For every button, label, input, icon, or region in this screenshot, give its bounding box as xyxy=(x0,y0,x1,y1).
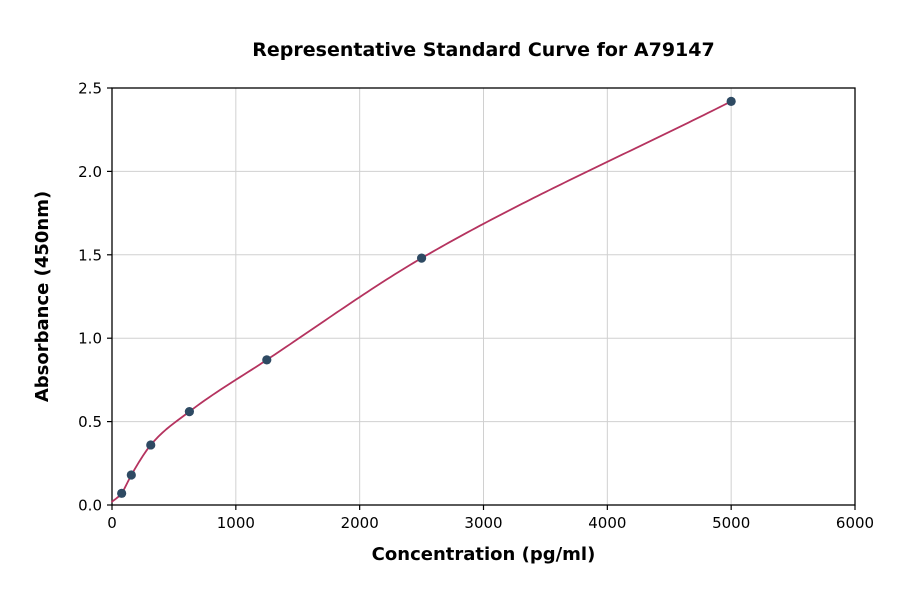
y-tick-label: 0.0 xyxy=(78,497,102,515)
x-axis-label: Concentration (pg/ml) xyxy=(372,544,596,565)
x-tick-label: 1000 xyxy=(217,514,255,532)
x-tick-label: 3000 xyxy=(464,514,502,532)
y-tick-label: 1.0 xyxy=(78,330,102,348)
grid-lines xyxy=(111,87,856,506)
x-tick-label: 2000 xyxy=(341,514,379,532)
tick-labels: 0 1000 2000 3000 4000 5000 6000 0.0 0.5 1.0 1.5 2.0… xyxy=(78,80,874,533)
y-tick-label: 2.5 xyxy=(78,80,102,98)
y-tick-label: 2.0 xyxy=(78,163,102,181)
chart-title: Representative Standard Curve for A79147 xyxy=(252,39,714,61)
axes xyxy=(107,87,856,510)
fitted-curve xyxy=(111,100,733,503)
data-point-marker xyxy=(117,488,127,498)
y-axis-label: Absorbance (450nm) xyxy=(32,191,53,402)
data-point-marker xyxy=(126,470,136,480)
data-point-marker xyxy=(262,355,272,365)
x-tick-label: 4000 xyxy=(588,514,626,532)
data-point-marker xyxy=(416,253,427,263)
data-point-marker xyxy=(146,440,156,450)
x-tick-label: 6000 xyxy=(836,514,874,532)
y-tick-label: 0.5 xyxy=(78,413,102,431)
data-point-marker xyxy=(726,96,736,106)
data-points xyxy=(117,96,736,498)
data-point-marker xyxy=(184,406,194,417)
x-tick-label: 5000 xyxy=(712,514,750,532)
x-tick-label: 0 xyxy=(107,514,117,532)
y-tick-label: 1.5 xyxy=(78,246,102,264)
